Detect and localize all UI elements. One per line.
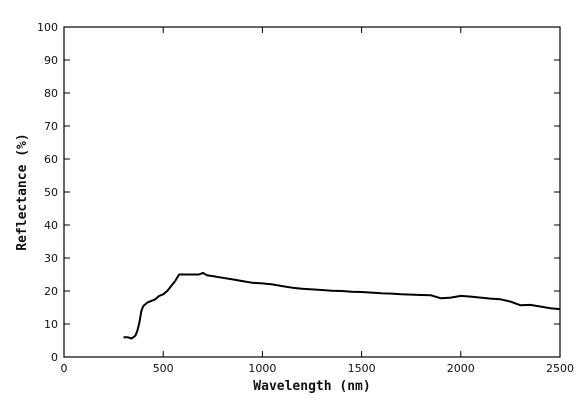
x-axis-ticks: 0 500 1000 1500 2000 2500 bbox=[61, 27, 574, 375]
y-tick-label: 0 bbox=[51, 351, 58, 364]
y-axis-title: Reflectance (%) bbox=[15, 133, 30, 250]
plot-frame bbox=[63, 26, 561, 358]
y-tick-label: 90 bbox=[44, 54, 58, 67]
y-tick-label: 80 bbox=[44, 87, 58, 100]
x-tick-label: 500 bbox=[153, 362, 174, 375]
y-tick-label: 50 bbox=[44, 186, 58, 199]
y-tick-label: 10 bbox=[44, 318, 58, 331]
x-tick-label: 1000 bbox=[248, 362, 276, 375]
y-axis-ticks: 0 10 20 30 40 50 60 70 80 90 100 bbox=[37, 21, 560, 364]
y-tick-label: 70 bbox=[44, 120, 58, 133]
y-tick-label: 60 bbox=[44, 153, 58, 166]
x-tick-label: 0 bbox=[61, 362, 68, 375]
x-tick-label: 2500 bbox=[546, 362, 574, 375]
x-axis-title: Wavelength (nm) bbox=[253, 379, 370, 394]
reflectance-curve bbox=[123, 271, 561, 340]
y-tick-label: 100 bbox=[37, 21, 58, 34]
y-tick-label: 20 bbox=[44, 285, 58, 298]
y-tick-label: 30 bbox=[44, 252, 58, 265]
y-tick-label: 40 bbox=[44, 219, 58, 232]
x-tick-label: 2000 bbox=[447, 362, 475, 375]
x-tick-label: 1500 bbox=[348, 362, 376, 375]
